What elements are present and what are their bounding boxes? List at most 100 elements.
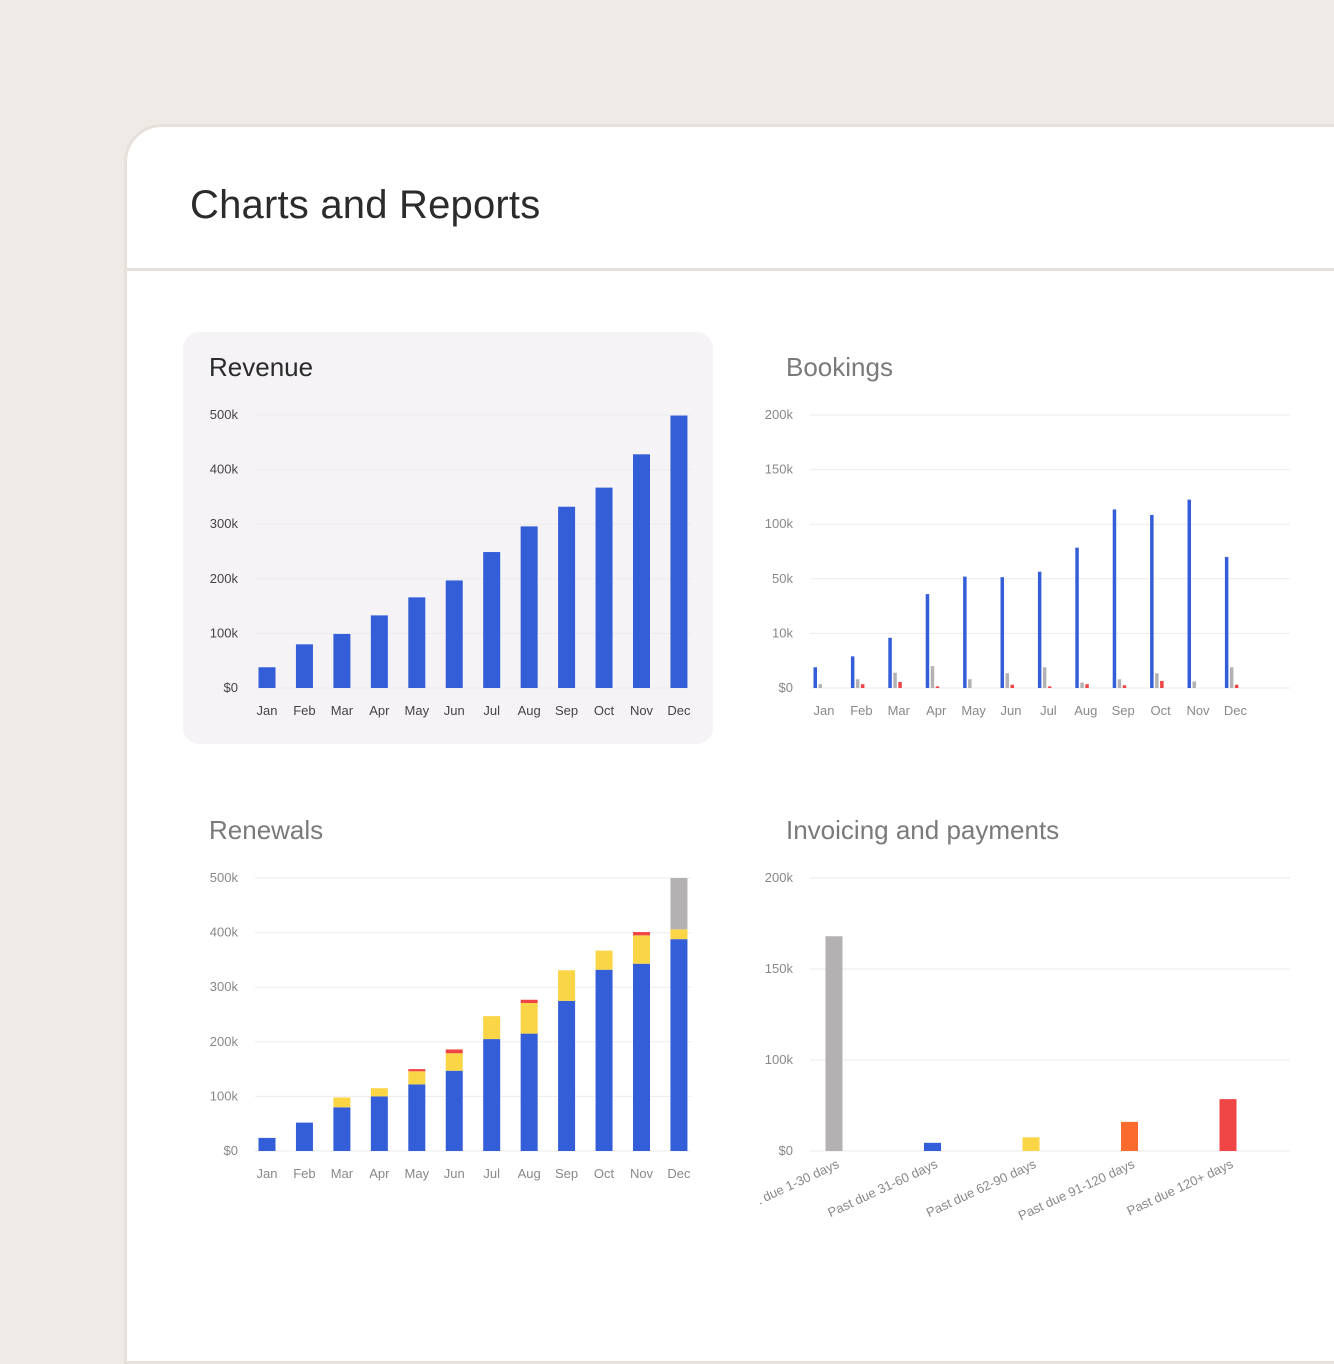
bookings-bar[interactable] bbox=[1150, 514, 1154, 688]
y-tick-label: 500k bbox=[210, 407, 239, 422]
renewals-chart-card[interactable]: Renewals $0 100k 200k 300k 400k 500k Jan Feb Mar… bbox=[183, 795, 713, 1207]
invoicing-bar[interactable] bbox=[1219, 1099, 1237, 1151]
revenue-bar[interactable] bbox=[295, 644, 313, 688]
bookings-bar[interactable] bbox=[888, 637, 892, 688]
x-tick-label: Feb bbox=[850, 703, 872, 718]
renewals-bar-segment[interactable] bbox=[258, 1137, 276, 1151]
renewals-bar-segment[interactable] bbox=[333, 1107, 351, 1151]
renewals-bar-segment[interactable] bbox=[408, 1084, 426, 1151]
x-tick-label: Mar bbox=[888, 703, 911, 718]
bookings-bar[interactable] bbox=[1112, 509, 1117, 688]
renewals-bar-segment[interactable] bbox=[408, 1071, 426, 1085]
bookings-bar[interactable] bbox=[1080, 682, 1084, 688]
renewals-bar-segment[interactable] bbox=[670, 878, 688, 930]
invoicing-chart-card[interactable]: Invoicing and payments $0 100k 150k 200k Pas… bbox=[760, 795, 1290, 1235]
invoicing-bar[interactable] bbox=[924, 1142, 941, 1151]
bookings-bar[interactable] bbox=[968, 679, 972, 688]
chart-title: Bookings bbox=[786, 352, 893, 382]
bookings-bar[interactable] bbox=[1229, 667, 1234, 688]
bookings-bar[interactable] bbox=[1122, 685, 1127, 688]
renewals-bar-segment[interactable] bbox=[558, 1000, 576, 1151]
bookings-bar[interactable] bbox=[1155, 673, 1159, 688]
bookings-bar[interactable] bbox=[1005, 673, 1010, 688]
revenue-bar[interactable] bbox=[670, 415, 688, 688]
x-tick-label: Jul bbox=[1040, 703, 1057, 718]
revenue-bar[interactable] bbox=[483, 552, 501, 688]
renewals-bar-segment[interactable] bbox=[483, 1039, 501, 1151]
revenue-bar[interactable] bbox=[370, 615, 388, 688]
bookings-bar[interactable] bbox=[1047, 686, 1052, 688]
bookings-bar[interactable] bbox=[1117, 679, 1122, 688]
bookings-bar[interactable] bbox=[963, 576, 967, 688]
y-tick-label: 400k bbox=[210, 925, 239, 940]
revenue-chart-card[interactable]: Revenue $0 100k 200k 300k 400k 500k Jan Feb Mar A… bbox=[183, 332, 713, 744]
revenue-bar[interactable] bbox=[408, 597, 426, 688]
renewals-bar-segment[interactable] bbox=[333, 1097, 351, 1108]
renewals-bar-segment[interactable] bbox=[520, 1033, 538, 1151]
renewals-bar-segment[interactable] bbox=[633, 935, 650, 964]
renewals-bar-segment[interactable] bbox=[445, 1070, 463, 1151]
bookings-bar[interactable] bbox=[855, 679, 860, 688]
x-tick-label: Jun bbox=[444, 703, 465, 718]
renewals-bar-segment[interactable] bbox=[633, 932, 650, 936]
y-tick-label: 100k bbox=[765, 516, 794, 531]
renewals-bar-segment[interactable] bbox=[295, 1122, 313, 1151]
x-tick-label: Mar bbox=[331, 703, 354, 718]
renewals-bar-segment[interactable] bbox=[670, 939, 688, 1151]
bookings-bar[interactable] bbox=[1224, 556, 1229, 688]
x-tick-label: Oct bbox=[594, 1166, 615, 1181]
renewals-bar-segment[interactable] bbox=[558, 970, 576, 1001]
y-tick-label: 100k bbox=[210, 1088, 239, 1103]
bookings-bar[interactable] bbox=[1234, 684, 1239, 688]
y-tick-label: $0 bbox=[779, 1143, 793, 1158]
bookings-bar[interactable] bbox=[813, 667, 818, 688]
y-tick-label: $0 bbox=[224, 680, 238, 695]
revenue-bar[interactable] bbox=[595, 487, 613, 688]
bookings-bar[interactable] bbox=[1000, 577, 1005, 688]
invoicing-bar[interactable] bbox=[1121, 1121, 1138, 1151]
renewals-bar-segment[interactable] bbox=[370, 1088, 388, 1097]
bookings-bar[interactable] bbox=[930, 666, 935, 688]
y-tick-label: 50k bbox=[772, 571, 793, 586]
renewals-bar-segment[interactable] bbox=[670, 929, 688, 940]
renewals-bar-segment[interactable] bbox=[520, 1003, 538, 1034]
revenue-bar[interactable] bbox=[333, 633, 351, 688]
revenue-bar[interactable] bbox=[445, 580, 463, 688]
y-tick-label: $0 bbox=[779, 680, 793, 695]
revenue-bar[interactable] bbox=[258, 667, 276, 688]
invoicing-bar[interactable] bbox=[825, 936, 843, 1151]
bookings-bar[interactable] bbox=[1037, 571, 1042, 688]
bookings-bar[interactable] bbox=[898, 681, 902, 688]
y-tick-label: 500k bbox=[210, 870, 239, 885]
bookings-chart-card[interactable]: Bookings $0 10k 50k 100k 150k 200k Jan Feb Mar Ap… bbox=[760, 332, 1290, 744]
renewals-bar-segment[interactable] bbox=[520, 999, 538, 1004]
y-tick-label: $0 bbox=[224, 1143, 238, 1158]
revenue-bar[interactable] bbox=[520, 526, 538, 688]
renewals-bar-segment[interactable] bbox=[445, 1053, 463, 1071]
renewals-bar-segment[interactable] bbox=[595, 969, 613, 1151]
y-tick-label: 200k bbox=[210, 1034, 239, 1049]
revenue-bar[interactable] bbox=[633, 454, 650, 688]
renewals-bar-segment[interactable] bbox=[370, 1096, 388, 1151]
renewals-bar-segment[interactable] bbox=[408, 1069, 426, 1072]
renewals-bar-segment[interactable] bbox=[633, 963, 650, 1151]
invoicing-bar[interactable] bbox=[1022, 1137, 1040, 1151]
renewals-bar-segment[interactable] bbox=[445, 1049, 463, 1054]
bookings-bar[interactable] bbox=[1010, 684, 1015, 688]
bookings-bar[interactable] bbox=[1075, 547, 1079, 688]
bookings-bar[interactable] bbox=[1187, 499, 1192, 688]
bookings-bar[interactable] bbox=[818, 684, 823, 688]
bookings-bar[interactable] bbox=[1085, 684, 1089, 688]
renewals-bar-segment[interactable] bbox=[595, 950, 613, 970]
bookings-bar[interactable] bbox=[893, 672, 897, 688]
bookings-bar[interactable] bbox=[1160, 680, 1164, 688]
bookings-bar[interactable] bbox=[860, 684, 865, 688]
renewals-bar-segment[interactable] bbox=[483, 1016, 501, 1040]
revenue-bar[interactable] bbox=[558, 506, 576, 688]
bookings-bar[interactable] bbox=[1192, 681, 1197, 688]
bookings-bar[interactable] bbox=[925, 594, 930, 688]
bookings-bar[interactable] bbox=[935, 686, 940, 688]
x-tick-label: Nov bbox=[630, 1166, 654, 1181]
bookings-bar[interactable] bbox=[1042, 667, 1047, 688]
bookings-bar[interactable] bbox=[850, 656, 855, 688]
